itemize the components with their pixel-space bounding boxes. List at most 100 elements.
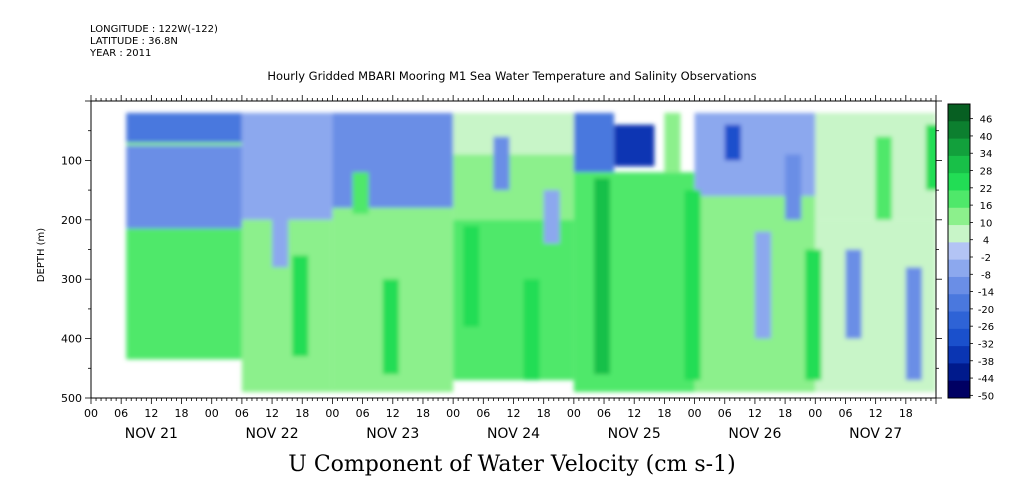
- x-day-label: NOV 27: [849, 426, 902, 442]
- colorbar-swatch: [948, 207, 970, 226]
- x-tick-label: 00: [446, 407, 460, 420]
- x-tick-label: 18: [657, 407, 671, 420]
- x-axis: 00 06 12 18 00 06 12 18 00 06 12 18 00 06 12 18 00 06 12 18…: [84, 95, 937, 442]
- heat-cell: [573, 172, 695, 393]
- x-tick-label: 06: [356, 407, 370, 420]
- latitude-label: LATITUDE : 36.8N: [90, 36, 178, 47]
- x-tick-label: 18: [295, 407, 309, 420]
- heat-streak: [785, 154, 802, 220]
- colorbar: 46 40 34 28 22 16 10 4 -2 -8 -14 -20 -26 -32 -38 -44 -50: [947, 103, 994, 402]
- x-tick-label: 00: [84, 407, 98, 420]
- x-tick-label: 18: [537, 407, 551, 420]
- heat-streak: [412, 219, 429, 292]
- heat-streak: [593, 178, 611, 375]
- heat-cell: [126, 142, 242, 146]
- x-tick-label: 06: [476, 407, 490, 420]
- x-day-label: NOV 24: [487, 426, 540, 442]
- x-tick-label: 12: [507, 407, 521, 420]
- heat-streak: [292, 255, 309, 357]
- colorbar-label: -38: [978, 357, 994, 368]
- x-tick-label: 12: [265, 407, 279, 420]
- y-axis: 100 200 300 400 500: [61, 100, 942, 405]
- x-tick-label: 12: [386, 407, 400, 420]
- x-tick-label: 06: [235, 407, 249, 420]
- x-tick-label: 00: [808, 407, 822, 420]
- x-tick-label: 12: [869, 407, 883, 420]
- heat-streak: [382, 279, 399, 375]
- colorbar-label: -26: [978, 322, 994, 333]
- heat-streak: [905, 267, 922, 381]
- heat-streak: [845, 249, 862, 339]
- x-tick-label: 06: [718, 407, 732, 420]
- heat-cell: [126, 228, 242, 360]
- heat-streak: [754, 231, 772, 339]
- colorbar-label: 10: [980, 218, 993, 229]
- colorbar-swatch: [948, 225, 970, 243]
- heat-streak: [664, 112, 681, 173]
- colorbar-label: -32: [978, 339, 994, 350]
- x-tick-label: 12: [627, 407, 641, 420]
- heat-streak: [272, 190, 289, 268]
- colorbar-label: 22: [980, 184, 993, 195]
- heat-cell: [573, 112, 615, 173]
- colorbar-swatch: [948, 311, 970, 330]
- colorbar-swatch: [948, 328, 970, 347]
- x-tick-label: 18: [416, 407, 430, 420]
- heat-streak: [684, 190, 701, 381]
- heat-cell: [126, 112, 242, 143]
- x-tick-label: 12: [748, 407, 762, 420]
- heat-streak: [875, 136, 892, 220]
- colorbar-border: [947, 103, 971, 399]
- x-tick-label: 00: [567, 407, 581, 420]
- y-tick-label: 400: [61, 333, 82, 346]
- y-tick-label: 100: [61, 154, 82, 167]
- heat-streak: [493, 136, 510, 191]
- y-tick-label: 500: [61, 392, 82, 405]
- colorbar-swatch: [948, 294, 970, 313]
- year-label: YEAR : 2011: [90, 48, 152, 59]
- variable-caption: U Component of Water Velocity (cm s-1): [288, 452, 736, 477]
- x-tick-label: 18: [175, 407, 189, 420]
- heatmap-field: [126, 112, 936, 393]
- x-day-label: NOV 25: [608, 426, 661, 442]
- colorbar-label: -44: [978, 374, 994, 385]
- heat-streak: [543, 190, 560, 244]
- x-day-label: NOV 26: [728, 426, 781, 442]
- y-tick-label: 300: [61, 273, 82, 286]
- colorbar-swatch: [948, 173, 970, 191]
- heat-cell: [126, 145, 242, 229]
- colorbar-label: 16: [980, 201, 993, 212]
- chart-title: Hourly Gridded MBARI Mooring M1 Sea Wate…: [267, 69, 757, 83]
- colorbar-swatch: [948, 242, 970, 261]
- colorbar-label: 28: [980, 167, 993, 178]
- colorbar-label: -8: [981, 270, 991, 281]
- colorbar-label: 46: [980, 115, 993, 126]
- colorbar-swatch: [948, 138, 970, 157]
- x-tick-label: 00: [205, 407, 219, 420]
- colorbar-swatch: [948, 259, 970, 278]
- x-tick-label: 06: [838, 407, 852, 420]
- x-tick-label: 00: [688, 407, 702, 420]
- heat-streak: [724, 124, 741, 161]
- colorbar-label: 4: [983, 236, 989, 247]
- colorbar-label: -14: [978, 288, 994, 299]
- x-tick-label: 12: [144, 407, 158, 420]
- colorbar-swatch: [948, 190, 970, 209]
- heat-streak: [805, 249, 822, 381]
- colorbar-swatch: [948, 363, 970, 382]
- x-tick-label: 06: [114, 407, 128, 420]
- colorbar-swatch: [948, 380, 970, 399]
- heat-cell: [614, 124, 655, 167]
- heat-streak: [463, 225, 480, 327]
- x-tick-label: 06: [597, 407, 611, 420]
- x-tick-label: 00: [325, 407, 339, 420]
- colorbar-label: -20: [978, 305, 994, 316]
- colorbar-label: -2: [981, 253, 991, 264]
- colorbar-swatch: [948, 346, 970, 364]
- x-day-label: NOV 22: [246, 426, 299, 442]
- x-tick-label: 18: [778, 407, 792, 420]
- heat-streak: [523, 279, 540, 381]
- heat-streak: [925, 124, 936, 191]
- colorbar-swatch: [948, 104, 970, 122]
